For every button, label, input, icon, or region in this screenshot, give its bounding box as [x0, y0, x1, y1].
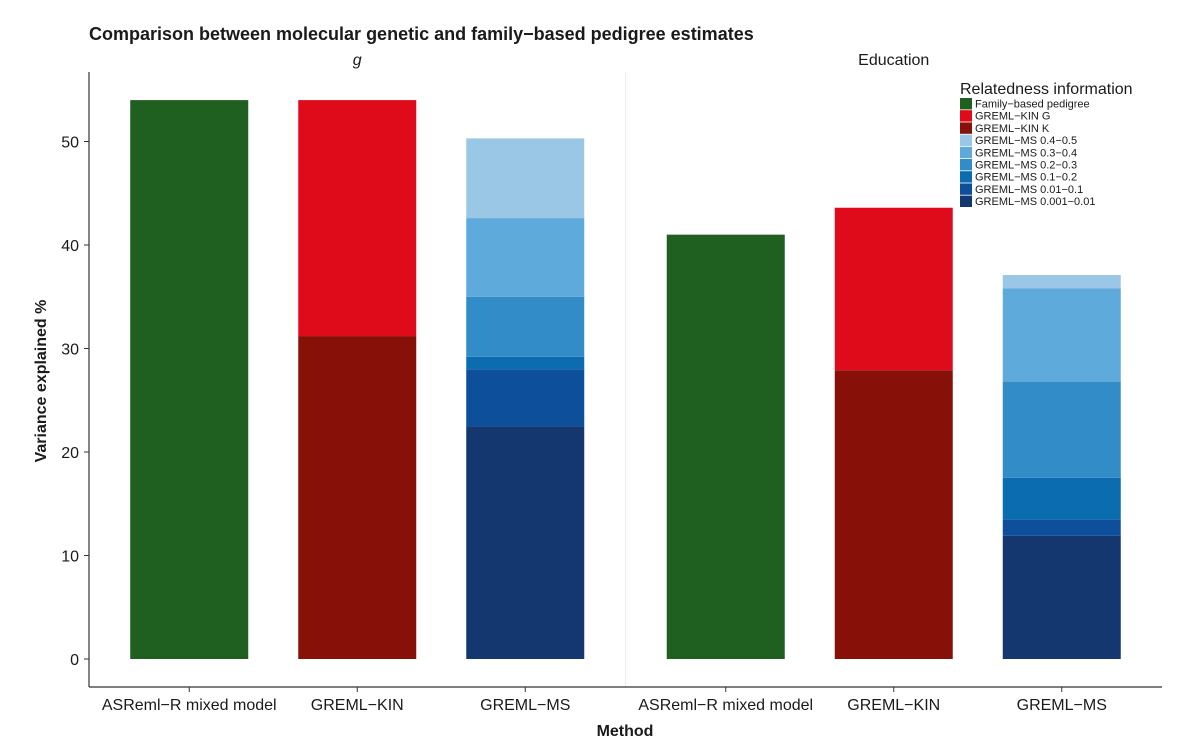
y-tick-label: 10 [61, 549, 79, 566]
legend-title: Relatedness information [960, 81, 1133, 98]
x-tick-label: ASReml−R mixed model [638, 697, 813, 714]
bar-segment [834, 207, 953, 371]
legend-swatch [960, 183, 972, 195]
bar-segment [466, 138, 585, 219]
x-tick-label: GREML−KIN [311, 697, 404, 714]
chart-title: Comparison between molecular genetic and… [89, 24, 754, 44]
bar-segment [130, 100, 249, 660]
legend-swatch [960, 110, 972, 122]
y-tick-label: 50 [61, 135, 79, 152]
legend-swatch [960, 171, 972, 183]
bar-segment [834, 370, 953, 659]
y-axis-title: Variance explained % [33, 300, 50, 463]
bar-segment [466, 356, 585, 370]
y-tick-label: 20 [61, 445, 79, 462]
legend-label: GREML−MS 0.4−0.5 [975, 135, 1077, 147]
legend-label: GREML−MS 0.001−0.01 [975, 196, 1095, 208]
bar-segment [1002, 288, 1121, 382]
legend-swatch [960, 146, 972, 159]
bar-segment [466, 296, 585, 357]
legend-label: GREML−MS 0.3−0.4 [975, 147, 1077, 159]
bar-segment [1002, 275, 1121, 289]
x-tick-label: ASReml−R mixed model [102, 697, 277, 714]
y-tick-label: 40 [61, 238, 79, 255]
bars [130, 100, 1121, 660]
legend-label: GREML−KIN G [975, 111, 1051, 123]
legend-swatch [960, 134, 972, 146]
legend-swatch [960, 159, 972, 171]
legend-label: GREML−KIN K [975, 123, 1050, 135]
bar-segment [298, 100, 417, 337]
legend-label: GREML−MS 0.01−0.1 [975, 184, 1083, 196]
bar-segment [666, 234, 785, 659]
facet-label-1: g [353, 52, 362, 69]
axes: ASReml−R mixed model GREML−KIN GREML−MS ASR… [61, 72, 1162, 714]
bar-segment [1002, 381, 1121, 478]
bar-segment [1002, 535, 1121, 659]
x-tick-label: GREML−MS [1017, 697, 1107, 714]
bar-segment [1002, 477, 1121, 520]
legend-label: GREML−MS 0.1−0.2 [975, 172, 1077, 184]
legend-swatch [960, 122, 972, 134]
legend-swatch [960, 98, 972, 110]
bar-segment [466, 426, 585, 659]
bar-segment [466, 369, 585, 427]
y-tick-label: 30 [61, 342, 79, 359]
x-axis-title: Method [597, 723, 654, 740]
y-tick-label: 0 [70, 652, 79, 669]
legend-label: Family−based pedigree [975, 99, 1090, 111]
x-tick-label: GREML−MS [480, 697, 570, 714]
x-tick-label: GREML−KIN [847, 697, 940, 714]
facet-label-2: Education [858, 52, 929, 69]
legend-swatch [960, 195, 972, 207]
bar-segment [1002, 519, 1121, 536]
bar-segment [298, 336, 417, 659]
legend-label: GREML−MS 0.2−0.3 [975, 160, 1077, 172]
bar-segment [466, 218, 585, 297]
facet-panels: g Education [353, 52, 929, 687]
